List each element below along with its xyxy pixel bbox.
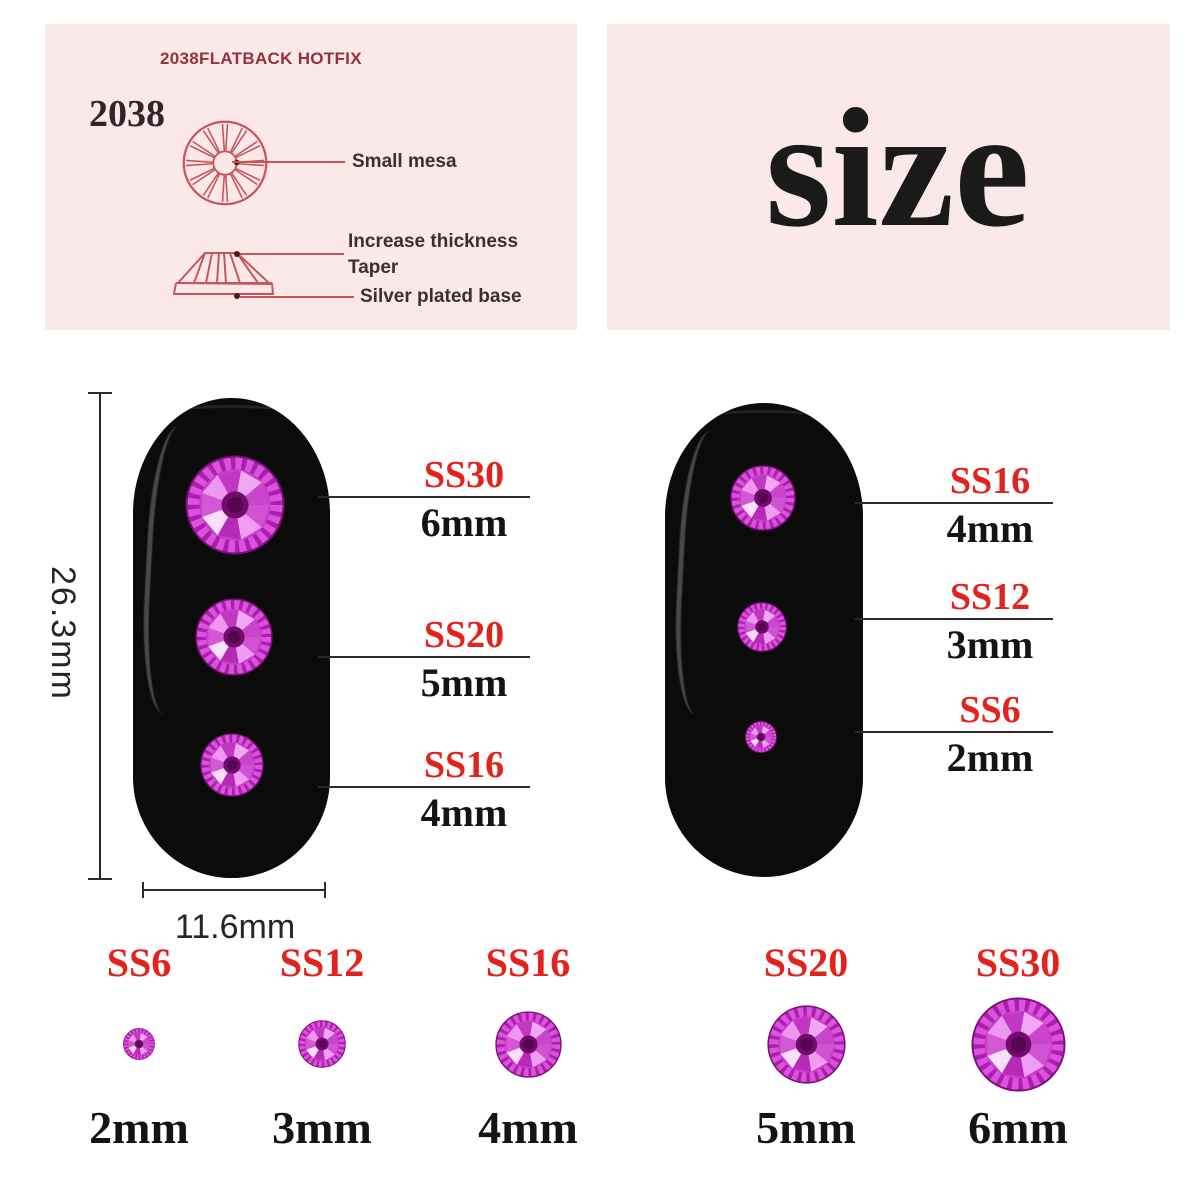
gem-box bbox=[767, 985, 846, 1103]
callout-code: SS16 bbox=[423, 744, 505, 786]
rhinestone-ss20-icon bbox=[767, 1005, 846, 1084]
callout-ss16-right: SS16 4mm bbox=[855, 460, 1053, 551]
mesa-leader-line bbox=[232, 161, 345, 163]
callout-code: SS16 bbox=[949, 460, 1031, 502]
size-code: SS16 bbox=[485, 940, 571, 985]
callout-size: 5mm bbox=[420, 660, 508, 705]
size-mm: 6mm bbox=[968, 1102, 1068, 1153]
rhinestone-ss16-icon bbox=[730, 465, 796, 531]
rhinestone-ss30-icon bbox=[185, 455, 285, 555]
height-dimension-cap-top bbox=[88, 392, 112, 394]
size-chart-item-ss16: SS16 4mm bbox=[438, 941, 618, 1153]
label-small-mesa: Small mesa bbox=[352, 151, 457, 172]
callout-size: 4mm bbox=[946, 506, 1034, 551]
size-mm: 3mm bbox=[272, 1102, 372, 1153]
base-leader-line bbox=[240, 296, 354, 298]
width-dimension-cap-right bbox=[324, 882, 326, 898]
callout-ss20: SS20 5mm bbox=[318, 614, 530, 705]
size-mm: 4mm bbox=[478, 1102, 578, 1153]
callout-size: 2mm bbox=[946, 735, 1034, 780]
gem-box bbox=[495, 985, 562, 1103]
nail-width-label: 11.6mm bbox=[174, 908, 296, 946]
callout-size: 3mm bbox=[946, 622, 1034, 667]
rhinestone-ss16-icon bbox=[495, 1011, 562, 1078]
callout-ss16-left: SS16 4mm bbox=[318, 744, 530, 835]
label-silver-plated-base: Silver plated base bbox=[360, 286, 522, 307]
callout-rule bbox=[855, 731, 1053, 733]
callout-rule bbox=[855, 502, 1053, 504]
callout-ss30: SS30 6mm bbox=[318, 454, 530, 545]
callout-rule bbox=[318, 496, 530, 498]
size-code: SS12 bbox=[279, 940, 365, 985]
rhinestone-ss12-icon bbox=[298, 1020, 346, 1068]
nail-height-label: 26.3mm bbox=[44, 566, 82, 701]
callout-size: 6mm bbox=[420, 500, 508, 545]
size-code: SS20 bbox=[763, 940, 849, 985]
gem-box bbox=[971, 985, 1066, 1103]
callout-code: SS20 bbox=[423, 614, 505, 656]
callout-ss6: SS6 2mm bbox=[855, 689, 1053, 780]
size-panel: size bbox=[607, 24, 1170, 330]
size-chart-item-ss20: SS20 5mm bbox=[716, 941, 896, 1153]
callout-code: SS30 bbox=[423, 454, 505, 496]
gem-box bbox=[123, 985, 155, 1103]
callout-code: SS6 bbox=[959, 689, 1021, 731]
width-dimension-cap-left bbox=[142, 882, 144, 898]
height-dimension-line bbox=[99, 393, 101, 880]
gem-box bbox=[298, 985, 346, 1103]
callout-code: SS12 bbox=[949, 576, 1031, 618]
rhinestone-ss30-icon bbox=[971, 997, 1066, 1092]
size-code: SS30 bbox=[975, 940, 1061, 985]
spec-panel-title: 2038FLATBACK HOTFIX bbox=[160, 49, 362, 68]
rhinestone-ss12-icon bbox=[737, 602, 787, 652]
thickness-leader-line bbox=[240, 253, 344, 255]
size-mm: 2mm bbox=[89, 1102, 189, 1153]
callout-rule bbox=[855, 618, 1053, 620]
size-code: SS6 bbox=[106, 940, 172, 985]
size-mm: 5mm bbox=[756, 1102, 856, 1153]
label-taper: Taper bbox=[348, 257, 399, 278]
spec-panel: 2038FLATBACK HOTFIX 2038 bbox=[45, 24, 577, 330]
rhinestone-ss6-icon bbox=[123, 1028, 155, 1060]
size-chart-item-ss6: SS6 2mm bbox=[49, 941, 229, 1153]
size-heading: size bbox=[765, 74, 1030, 262]
label-increase-thickness: Increase thickness bbox=[348, 231, 519, 252]
callout-rule bbox=[318, 786, 530, 788]
callout-rule bbox=[318, 656, 530, 658]
callout-size: 4mm bbox=[420, 790, 508, 835]
rhinestone-ss16-icon bbox=[200, 733, 264, 797]
width-dimension-line bbox=[143, 889, 325, 891]
rhinestone-ss6-icon bbox=[745, 721, 777, 753]
model-number: 2038 bbox=[89, 93, 165, 135]
flatback-top-view-icon bbox=[182, 120, 268, 206]
size-chart-item-ss12: SS12 3mm bbox=[232, 941, 412, 1153]
size-chart-item-ss30: SS30 6mm bbox=[928, 941, 1108, 1153]
rhinestone-ss20-icon bbox=[195, 598, 273, 676]
callout-ss12: SS12 3mm bbox=[855, 576, 1053, 667]
height-dimension-cap-bottom bbox=[88, 878, 112, 880]
flatback-side-view-icon bbox=[172, 251, 275, 299]
